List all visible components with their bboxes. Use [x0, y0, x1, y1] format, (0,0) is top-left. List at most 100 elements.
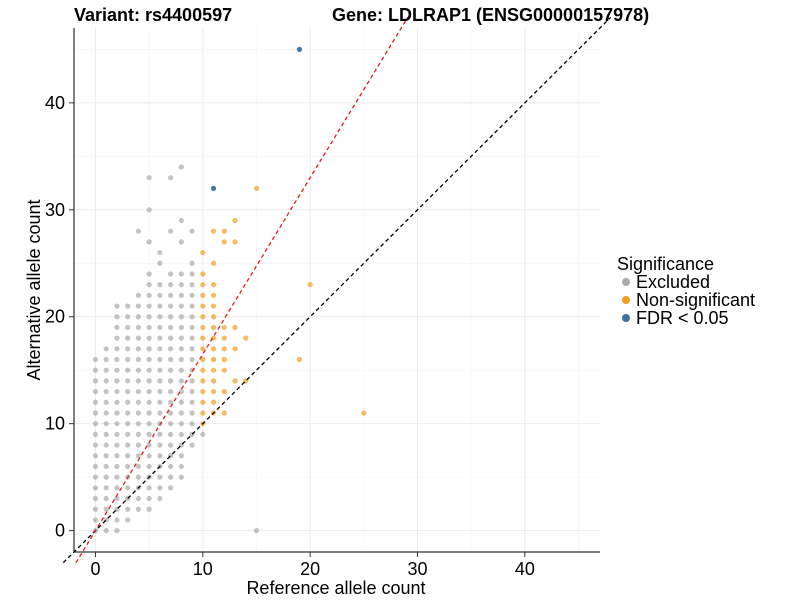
- data-point: [168, 303, 174, 309]
- data-point: [114, 335, 120, 341]
- data-point: [168, 282, 174, 288]
- data-point: [189, 410, 195, 416]
- data-point: [157, 314, 163, 320]
- data-point: [200, 282, 206, 288]
- data-point: [232, 239, 238, 245]
- data-point: [146, 324, 152, 331]
- data-point: [178, 421, 184, 427]
- data-point: [157, 442, 163, 448]
- data-point: [92, 485, 99, 491]
- reference-line-identity: [62, 16, 612, 564]
- data-point: [114, 367, 120, 373]
- data-point: [200, 324, 206, 331]
- data-point: [178, 463, 184, 470]
- data-point: [146, 367, 152, 373]
- data-point: [157, 260, 163, 266]
- data-point: [189, 442, 195, 448]
- data-point: [146, 356, 152, 363]
- data-point: [114, 421, 120, 427]
- data-point: [146, 485, 152, 491]
- data-point: [157, 495, 163, 502]
- data-point: [92, 367, 99, 373]
- data-point: [200, 249, 206, 256]
- data-point: [168, 463, 174, 470]
- data-point: [103, 421, 109, 427]
- data-point: [157, 303, 163, 309]
- data-point: [168, 314, 174, 320]
- data-point: [168, 421, 174, 427]
- data-point: [168, 410, 174, 416]
- data-point: [168, 399, 174, 405]
- data-point: [114, 324, 120, 331]
- data-point: [125, 517, 131, 523]
- data-point: [253, 528, 260, 534]
- data-point: [146, 495, 152, 502]
- data-point: [157, 453, 163, 459]
- data-point: [168, 378, 174, 384]
- legend-label: Excluded: [636, 272, 710, 292]
- data-point: [210, 185, 217, 192]
- data-point: [221, 388, 227, 395]
- data-point: [157, 388, 163, 395]
- legend-key: [622, 296, 630, 304]
- data-point: [125, 463, 131, 470]
- data-point: [296, 46, 303, 52]
- data-point: [168, 485, 174, 491]
- data-point: [114, 410, 120, 416]
- reference-line-red: [75, 16, 409, 564]
- data-point: [92, 474, 99, 480]
- data-point: [92, 421, 99, 427]
- data-point: [189, 314, 195, 320]
- data-point: [189, 346, 195, 352]
- data-point: [189, 399, 195, 405]
- data-point: [103, 399, 109, 405]
- data-point: [92, 399, 99, 405]
- y-tick-label: 10: [45, 414, 65, 434]
- data-point: [210, 228, 217, 234]
- grid-major-lines: [74, 28, 600, 552]
- data-point: [157, 282, 163, 288]
- x-axis-label: Reference allele count: [246, 578, 425, 598]
- data-point: [114, 495, 120, 502]
- data-point: [253, 185, 260, 192]
- chart-title-left: Variant: rs4400597: [74, 5, 232, 25]
- data-point: [125, 335, 131, 341]
- data-point: [178, 453, 184, 459]
- data-point: [157, 485, 163, 491]
- data-point: [135, 495, 142, 502]
- data-point: [92, 378, 99, 384]
- data-point: [189, 356, 195, 363]
- data-point: [125, 442, 131, 448]
- data-point: [103, 378, 109, 384]
- data-point: [103, 474, 109, 480]
- data-point: [157, 378, 163, 384]
- data-point: [178, 217, 184, 224]
- data-point: [200, 303, 206, 309]
- data-point: [168, 388, 174, 395]
- data-point: [146, 207, 152, 213]
- data-point: [146, 410, 152, 416]
- data-point: [221, 367, 227, 373]
- data-point: [114, 378, 120, 384]
- data-point: [178, 474, 184, 480]
- data-point: [135, 314, 142, 320]
- data-point: [103, 485, 109, 491]
- data-point: [135, 346, 142, 352]
- data-point: [135, 335, 142, 341]
- data-point: [125, 410, 131, 416]
- data-point: [114, 517, 120, 523]
- data-point: [221, 228, 227, 234]
- data-point: [135, 388, 142, 395]
- data-point: [114, 431, 120, 437]
- data-point: [146, 463, 152, 470]
- data-point: [92, 517, 99, 523]
- data-point: [178, 282, 184, 288]
- data-point: [361, 410, 367, 416]
- data-point: [178, 356, 184, 363]
- data-point: [157, 399, 163, 405]
- data-point: [296, 356, 303, 363]
- data-point: [157, 356, 163, 363]
- data-point: [157, 431, 163, 437]
- data-point: [168, 175, 174, 181]
